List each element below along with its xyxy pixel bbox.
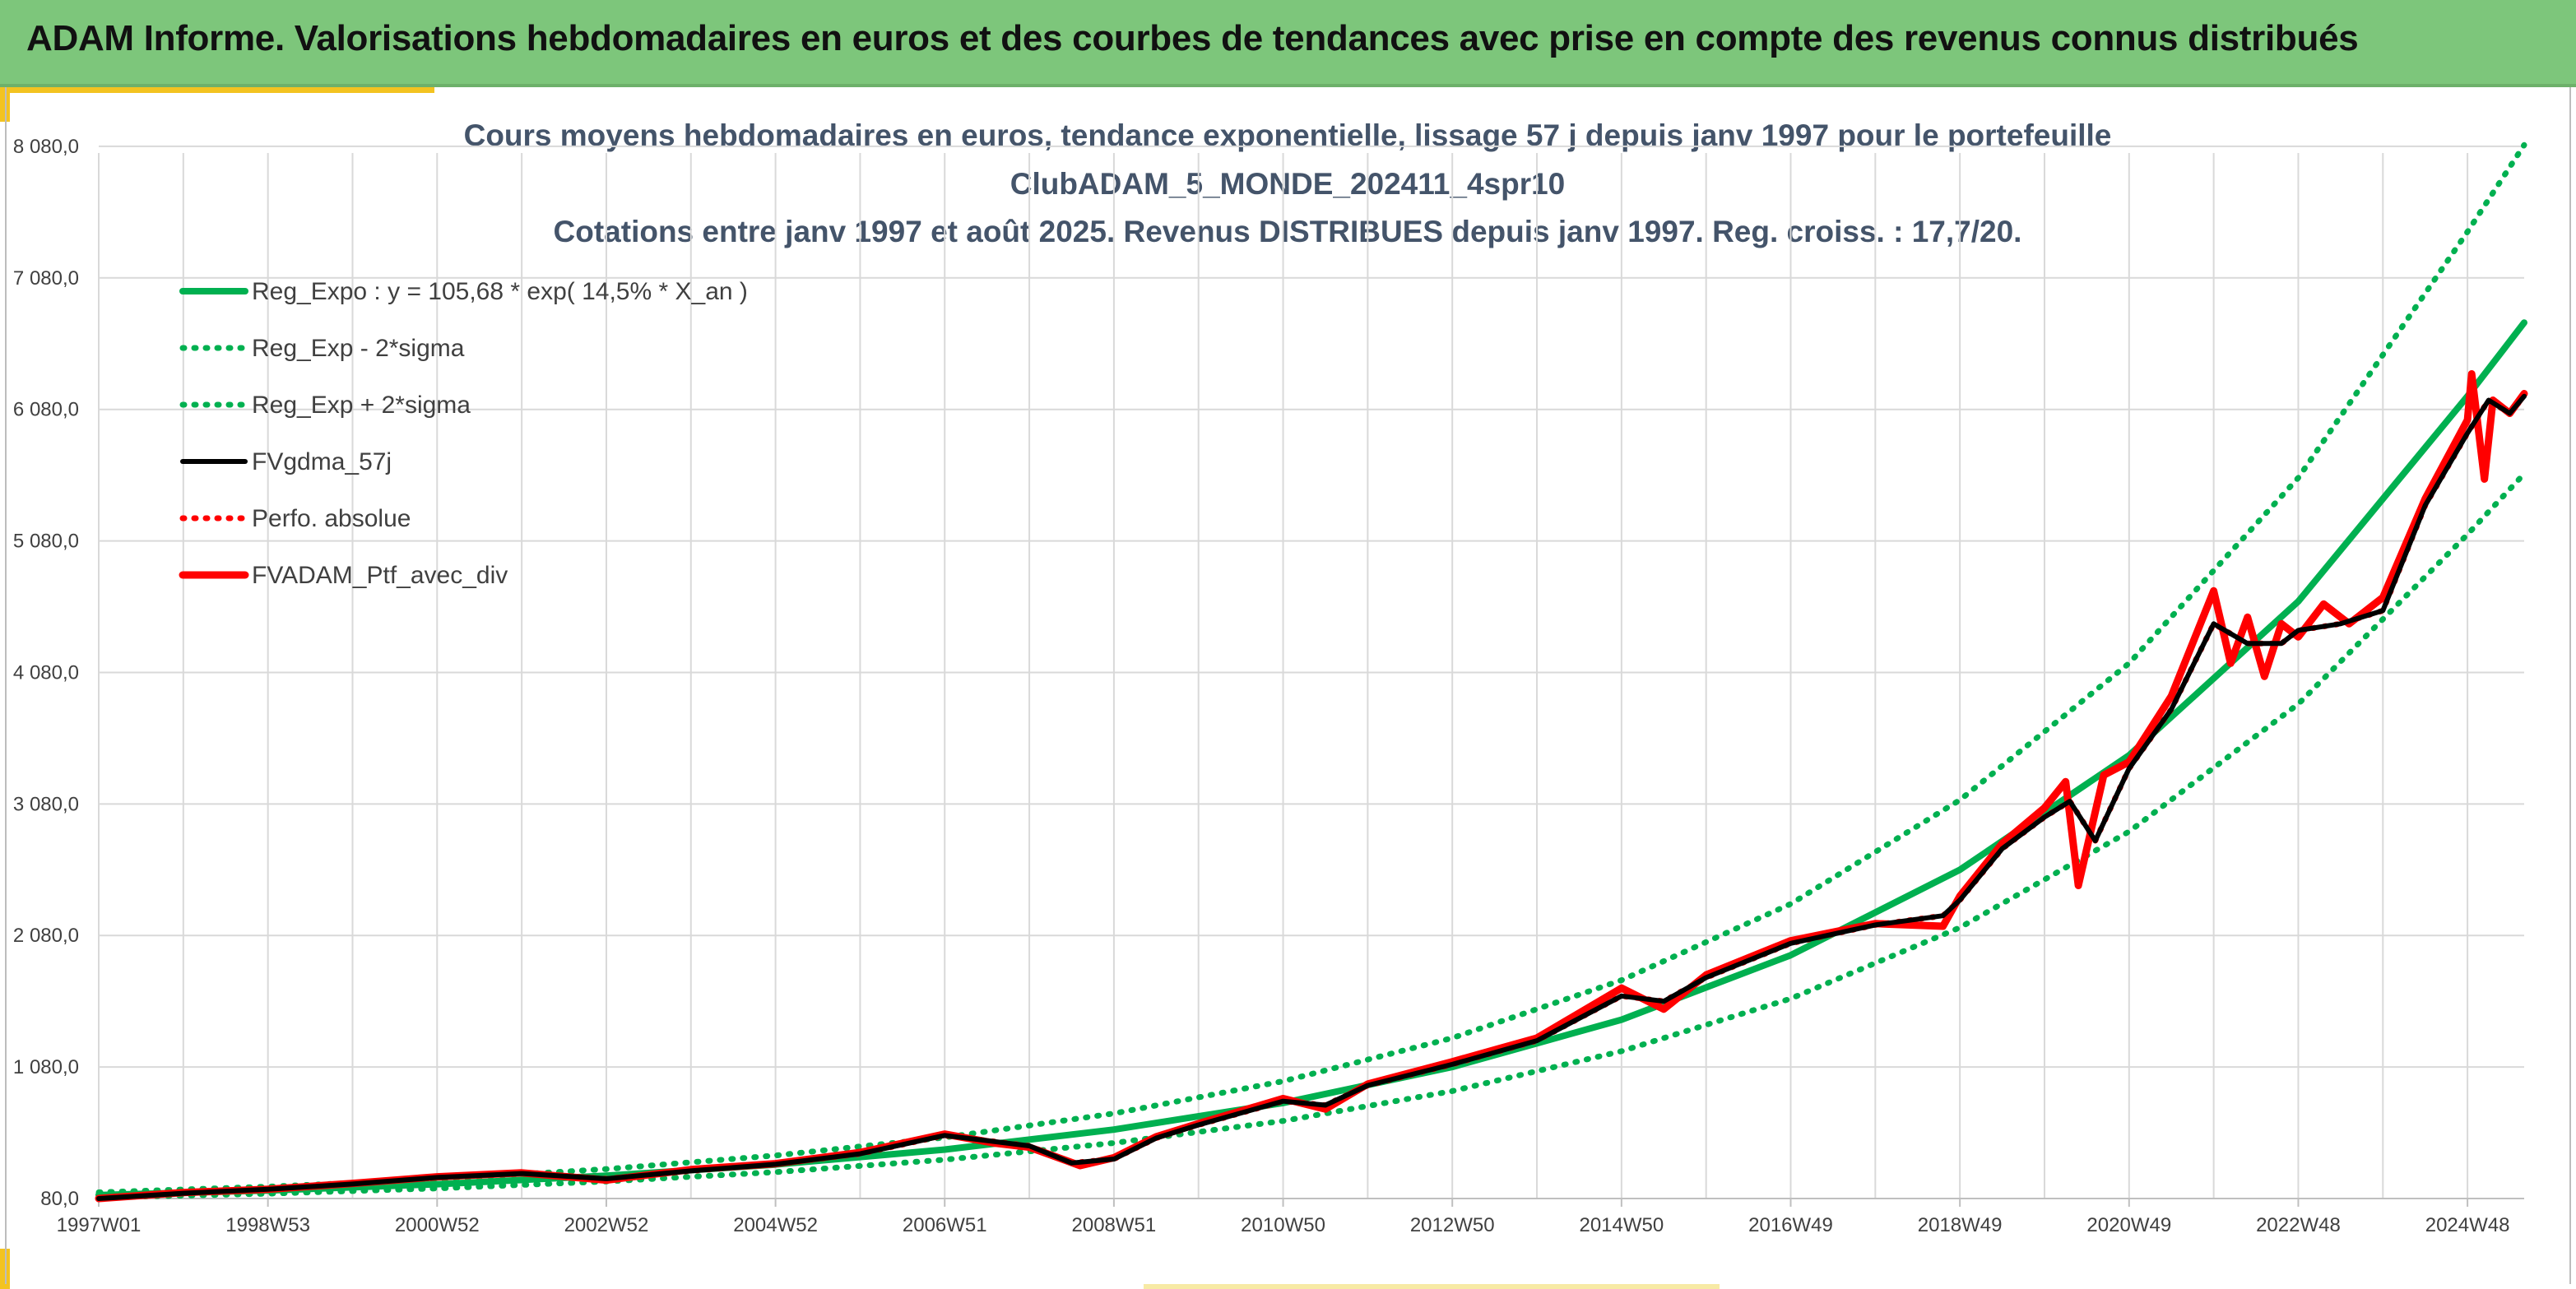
banner-title: ADAM Informe. Valorisations hebdomadaire… [26,18,2359,58]
x-tick-label: 1998W53 [225,1214,310,1236]
legend-label-0: Reg_Expo : y = 105,68 * exp( 14,5% * X_a… [252,278,748,305]
x-tick-label: 2018W49 [1918,1214,2003,1236]
x-tick-label: 2016W49 [1748,1214,1833,1236]
x-tick-label: 2012W50 [1410,1214,1495,1236]
y-tick-label: 5 080,0 [13,531,79,553]
legend-label-4: Perfo. absolue [252,505,411,532]
y-tick-label: 3 080,0 [13,793,79,815]
chart-title-line-3: Cotations entre janv 1997 et août 2025. … [554,215,2022,248]
chart-title-line-2: ClubADAM_5_MONDE_202411_4spr10 [1010,167,1566,201]
x-tick-label: 2024W48 [2425,1214,2510,1236]
accent-bar-top [0,87,434,93]
chart-frame [5,87,2571,1284]
chart-axes: 80,0 1 080,0 2 080,0 3 080,0 4 080,0 5 080,0 6… [13,136,2524,1236]
series-line-4 [95,393,2527,1202]
x-tick-label: 2004W52 [733,1214,818,1236]
x-tick-label: 2008W51 [1072,1214,1157,1236]
x-tick-label: 2020W49 [2086,1214,2171,1236]
y-tick-label: 1 080,0 [13,1056,79,1078]
chart-legend: Reg_Expo : y = 105,68 * exp( 14,5% * X_a… [179,278,748,589]
chart-series [95,141,2528,1203]
x-tick-label: 2002W52 [564,1214,649,1236]
y-tick-label: 80,0 [40,1188,79,1210]
chart-grid [98,145,2524,1199]
y-tick-label: 2 080,0 [13,925,79,947]
x-tick-label: 2014W50 [1579,1214,1664,1236]
legend-label-5: FVADAM_Ptf_avec_div [252,562,508,589]
y-tick-label: 8 080,0 [13,136,79,158]
series-line-3 [96,393,2527,1201]
legend-label-2: Reg_Exp + 2*sigma [252,392,471,419]
y-tick-label: 7 080,0 [13,267,79,290]
x-tick-label: 2010W50 [1241,1214,1325,1236]
x-tick-label: 2022W48 [2256,1214,2341,1236]
legend-label-1: Reg_Exp - 2*sigma [252,335,465,362]
series-line-0 [95,319,2527,1199]
y-tick-label: 4 080,0 [13,661,79,684]
x-tick-label: 2006W51 [903,1214,987,1236]
x-tick-label: 1997W01 [57,1214,142,1236]
page-banner: ADAM Informe. Valorisations hebdomadaire… [0,0,2576,87]
y-tick-label: 6 080,0 [13,399,79,421]
x-tick-label: 2000W52 [395,1214,480,1236]
accent-bar-bottom [1144,1284,1720,1289]
legend-label-3: FVgdma_57j [252,448,392,475]
